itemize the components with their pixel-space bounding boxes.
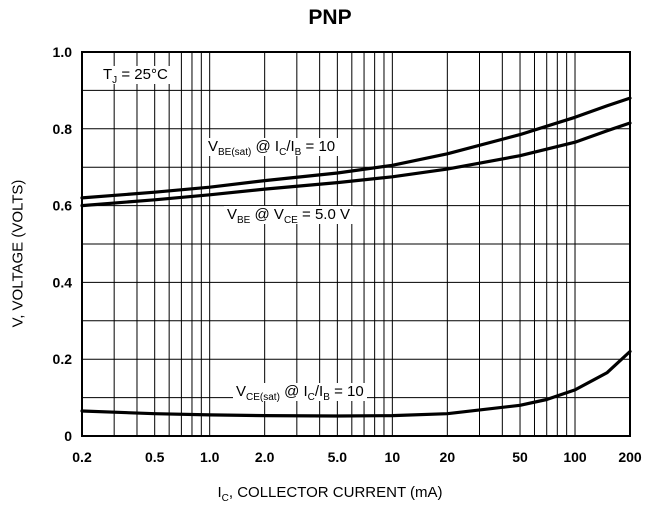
x-tick-label: 100 (563, 449, 587, 465)
ann-vbesat-c: /I (286, 138, 295, 155)
annotation-vce-sat: VCE(sat) @ IC/IB = 10 (233, 383, 367, 403)
ann-tj-b: = 25°C (117, 66, 168, 83)
annotation-vbe-sat: VBE(sat) @ IC/IB = 10 (205, 138, 339, 158)
ann-vcesat-d: = 10 (329, 383, 364, 400)
ann-vcesat-b: @ I (279, 383, 308, 400)
x-tick-label: 10 (385, 449, 401, 465)
ann-vbesat-c-sub: B (294, 147, 302, 158)
y-tick-label: 0.6 (53, 198, 73, 214)
curve-vbe (80, 121, 632, 208)
ann-vbesat-d: = 10 (301, 138, 336, 155)
ann-vbe-c: = 5.0 V (297, 206, 350, 223)
x-tick-label: 2.0 (255, 449, 275, 465)
x-axis-label-rest: , COLLECTOR CURRENT (mA) (228, 484, 443, 501)
ann-vbesat-a-sub: BE(sat) (218, 147, 252, 158)
x-tick-label: 1.0 (200, 449, 220, 465)
annotation-vbe: VBE @ VCE = 5.0 V (224, 206, 353, 226)
x-tick-label: 20 (440, 449, 456, 465)
x-axis-label-main: I (217, 484, 222, 501)
ann-vcesat-a: V (236, 383, 247, 400)
plot-frame (81, 51, 631, 437)
ann-vcesat-c-sub: B (323, 392, 330, 403)
y-tick-label: 1.0 (53, 44, 73, 60)
ann-vcesat-c: /I (314, 383, 324, 400)
y-tick-label: 0.2 (53, 351, 73, 367)
y-tick-label: 0.8 (53, 121, 73, 137)
ann-vcesat-a-sub: CE(sat) (246, 392, 280, 403)
annotation-tj: TJ = 25°C (100, 66, 171, 86)
ann-tj-a: T (103, 66, 113, 83)
ann-vcesat-b-sub: C (307, 392, 315, 403)
ann-vbe-b: @ V (250, 206, 284, 223)
y-tick-label: 0 (64, 428, 72, 444)
x-tick-label: 200 (618, 449, 642, 465)
ann-vbe-a-sub: BE (237, 215, 251, 226)
y-axis-label: V, VOLTAGE (VOLTS) (9, 179, 27, 328)
x-tick-label: 5.0 (328, 449, 348, 465)
ann-vbesat-a: V (208, 138, 219, 155)
ann-vbesat-b-sub: C (279, 147, 287, 158)
x-tick-label: 0.5 (145, 449, 165, 465)
x-tick-label: 0.2 (72, 449, 92, 465)
ann-vbesat-b: @ I (251, 138, 280, 155)
ann-tj-a-sub: J (112, 75, 118, 86)
curve-vce-sat (80, 349, 632, 418)
ann-vbe-a: V (227, 206, 238, 223)
x-tick-label: 50 (512, 449, 528, 465)
x-axis-label: IC, COLLECTOR CURRENT (mA) (0, 484, 660, 504)
y-tick-label: 0.4 (53, 274, 73, 290)
curve-vbe-sat (80, 96, 632, 200)
chart-title: PNP (308, 6, 352, 29)
x-axis-label-sub: C (221, 493, 229, 504)
ann-vbe-b-sub: CE (283, 215, 298, 226)
